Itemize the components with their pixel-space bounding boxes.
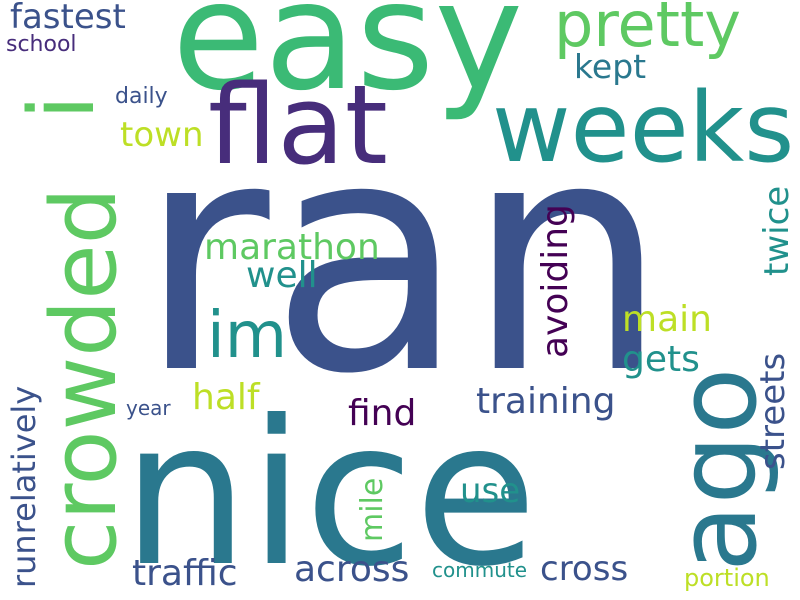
word-kept: kept: [574, 47, 647, 86]
word-ran: ran: [138, 72, 669, 444]
word-flat: flat: [208, 61, 388, 189]
word-find: find: [348, 393, 417, 434]
word-twice: twice: [757, 185, 797, 276]
word-commute: commute: [432, 558, 528, 582]
word-gets: gets: [622, 339, 700, 380]
word-main: main: [622, 299, 712, 340]
word-across: across: [294, 549, 410, 590]
word-traffic: traffic: [132, 553, 238, 594]
word-training: training: [476, 381, 616, 422]
word-runrelatively: runrelatively: [5, 385, 43, 588]
word-daily: daily: [115, 84, 168, 109]
word-streets: streets: [753, 352, 793, 470]
word-fastest: fastest: [10, 0, 126, 37]
word-nice: nice: [122, 378, 538, 600]
word-half: half: [192, 377, 260, 418]
word-year: year: [126, 396, 171, 420]
word-mile: mile: [355, 477, 390, 542]
word-well: well: [246, 255, 318, 296]
word-im: im: [207, 299, 288, 373]
word-weeks: weeks: [492, 72, 795, 184]
word-crowded: crowded: [32, 187, 137, 570]
word-easy: easy: [172, 0, 524, 124]
word-pretty: pretty: [554, 0, 741, 61]
word-town: town: [120, 115, 204, 155]
word-use: use: [460, 471, 521, 511]
word-i: i: [10, 94, 115, 120]
word-marathon: marathon: [204, 227, 380, 268]
word-portion: portion: [684, 564, 770, 592]
word-avoiding: avoiding: [535, 204, 576, 358]
word-cross: cross: [540, 549, 629, 589]
word-school: school: [6, 32, 77, 57]
